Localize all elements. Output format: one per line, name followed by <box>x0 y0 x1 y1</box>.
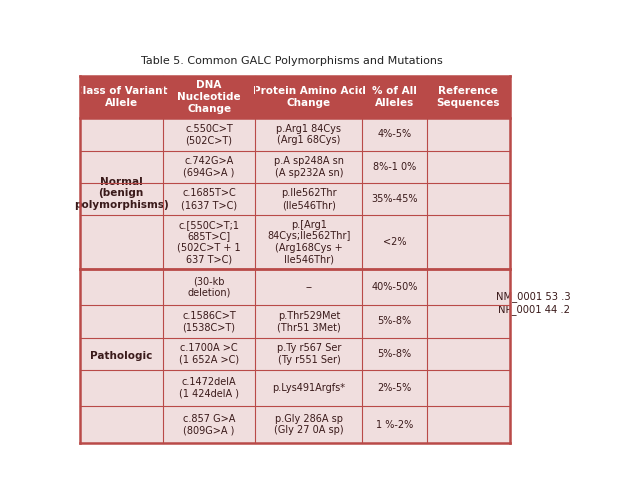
Bar <box>426 406 510 443</box>
Text: Protein Amino Acid
Change: Protein Amino Acid Change <box>252 86 365 108</box>
Bar <box>362 370 426 406</box>
Bar <box>362 151 426 183</box>
Text: c.857 G>A
(809G>A ): c.857 G>A (809G>A ) <box>183 414 235 435</box>
Bar <box>163 406 255 443</box>
Bar <box>362 183 426 215</box>
Bar <box>163 269 255 305</box>
Bar <box>255 338 362 370</box>
Bar <box>362 305 426 338</box>
Text: <2%: <2% <box>383 237 407 247</box>
Text: (30-kb
deletion): (30-kb deletion) <box>188 276 231 298</box>
Bar <box>255 118 362 151</box>
Bar <box>163 76 255 118</box>
Text: Table 5. Common GALC Polymorphisms and Mutations: Table 5. Common GALC Polymorphisms and M… <box>141 56 443 67</box>
Bar <box>163 118 255 151</box>
Bar <box>426 215 510 269</box>
Bar <box>255 406 362 443</box>
Text: --: -- <box>305 282 312 292</box>
Text: Pathologic: Pathologic <box>90 351 152 361</box>
Text: c.550C>T
(502C>T): c.550C>T (502C>T) <box>185 123 233 145</box>
Text: p.Ile562Thr
(Ile546Thr): p.Ile562Thr (Ile546Thr) <box>281 188 337 210</box>
Text: c.1700A >C
(1 652A >C): c.1700A >C (1 652A >C) <box>179 343 239 364</box>
Bar <box>163 305 255 338</box>
Text: Reference
Sequences: Reference Sequences <box>436 86 500 108</box>
Bar <box>362 118 426 151</box>
Bar <box>362 215 426 269</box>
Bar <box>80 269 163 443</box>
Text: 1 %-2%: 1 %-2% <box>376 419 413 429</box>
Bar <box>426 183 510 215</box>
Text: 4%-5%: 4%-5% <box>378 130 412 140</box>
Bar <box>255 370 362 406</box>
Text: 40%-50%: 40%-50% <box>371 282 418 292</box>
Text: c.1472delA
(1 424delA ): c.1472delA (1 424delA ) <box>179 377 239 399</box>
Text: p.Arg1 84Cys
(Arg1 68Cys): p.Arg1 84Cys (Arg1 68Cys) <box>276 123 341 145</box>
Text: p.A sp248A sn
(A sp232A sn): p.A sp248A sn (A sp232A sn) <box>274 156 344 177</box>
Bar <box>255 183 362 215</box>
Bar <box>426 338 510 370</box>
Bar <box>163 215 255 269</box>
Text: 5%-8%: 5%-8% <box>378 317 412 327</box>
Bar <box>426 151 510 183</box>
Text: 8%-1 0%: 8%-1 0% <box>373 162 416 172</box>
Text: Class of Variant
Allele: Class of Variant Allele <box>75 86 167 108</box>
Bar <box>362 269 426 305</box>
Bar <box>163 183 255 215</box>
Bar <box>362 76 426 118</box>
Bar <box>426 76 510 118</box>
Text: 5%-8%: 5%-8% <box>378 349 412 359</box>
Text: 35%-45%: 35%-45% <box>371 194 418 204</box>
Bar <box>255 269 362 305</box>
Bar <box>426 118 510 151</box>
Bar <box>426 370 510 406</box>
Text: c.1586C>T
(1538C>T): c.1586C>T (1538C>T) <box>182 310 236 332</box>
Text: c.742G>A
(694G>A ): c.742G>A (694G>A ) <box>183 156 235 177</box>
Text: p.Ty r567 Ser
(Ty r551 Ser): p.Ty r567 Ser (Ty r551 Ser) <box>277 343 341 364</box>
Bar <box>80 118 163 269</box>
Text: Normal
(benign
polymorphisms): Normal (benign polymorphisms) <box>74 177 168 210</box>
Text: p.Gly 286A sp
(Gly 27 0A sp): p.Gly 286A sp (Gly 27 0A sp) <box>274 414 344 435</box>
Text: p.[Arg1
84Cys;Ile562Thr]
(Arg168Cys +
Ile546Thr): p.[Arg1 84Cys;Ile562Thr] (Arg168Cys + Il… <box>267 220 350 265</box>
Text: 2%-5%: 2%-5% <box>378 383 412 393</box>
Bar <box>426 305 510 338</box>
Text: DNA
Nucleotide
Change: DNA Nucleotide Change <box>177 81 241 114</box>
Bar <box>426 269 510 305</box>
Text: NM_0001 53 .3
NP_0001 44 .2: NM_0001 53 .3 NP_0001 44 .2 <box>497 291 571 315</box>
Bar <box>255 76 362 118</box>
Bar <box>362 338 426 370</box>
Bar <box>80 76 163 118</box>
Bar <box>255 151 362 183</box>
Bar <box>163 338 255 370</box>
Bar <box>255 305 362 338</box>
Text: c.1685T>C
(1637 T>C): c.1685T>C (1637 T>C) <box>181 188 237 210</box>
Bar <box>255 215 362 269</box>
Text: % of All
Alleles: % of All Alleles <box>372 86 417 108</box>
Text: p.Lys491Argfs*: p.Lys491Argfs* <box>273 383 346 393</box>
Bar <box>362 406 426 443</box>
Text: c.[550C>T;1
685T>C]
(502C>T + 1
637 T>C): c.[550C>T;1 685T>C] (502C>T + 1 637 T>C) <box>177 220 241 265</box>
Bar <box>163 370 255 406</box>
Bar <box>163 151 255 183</box>
Text: p.Thr529Met
(Thr51 3Met): p.Thr529Met (Thr51 3Met) <box>277 310 341 332</box>
